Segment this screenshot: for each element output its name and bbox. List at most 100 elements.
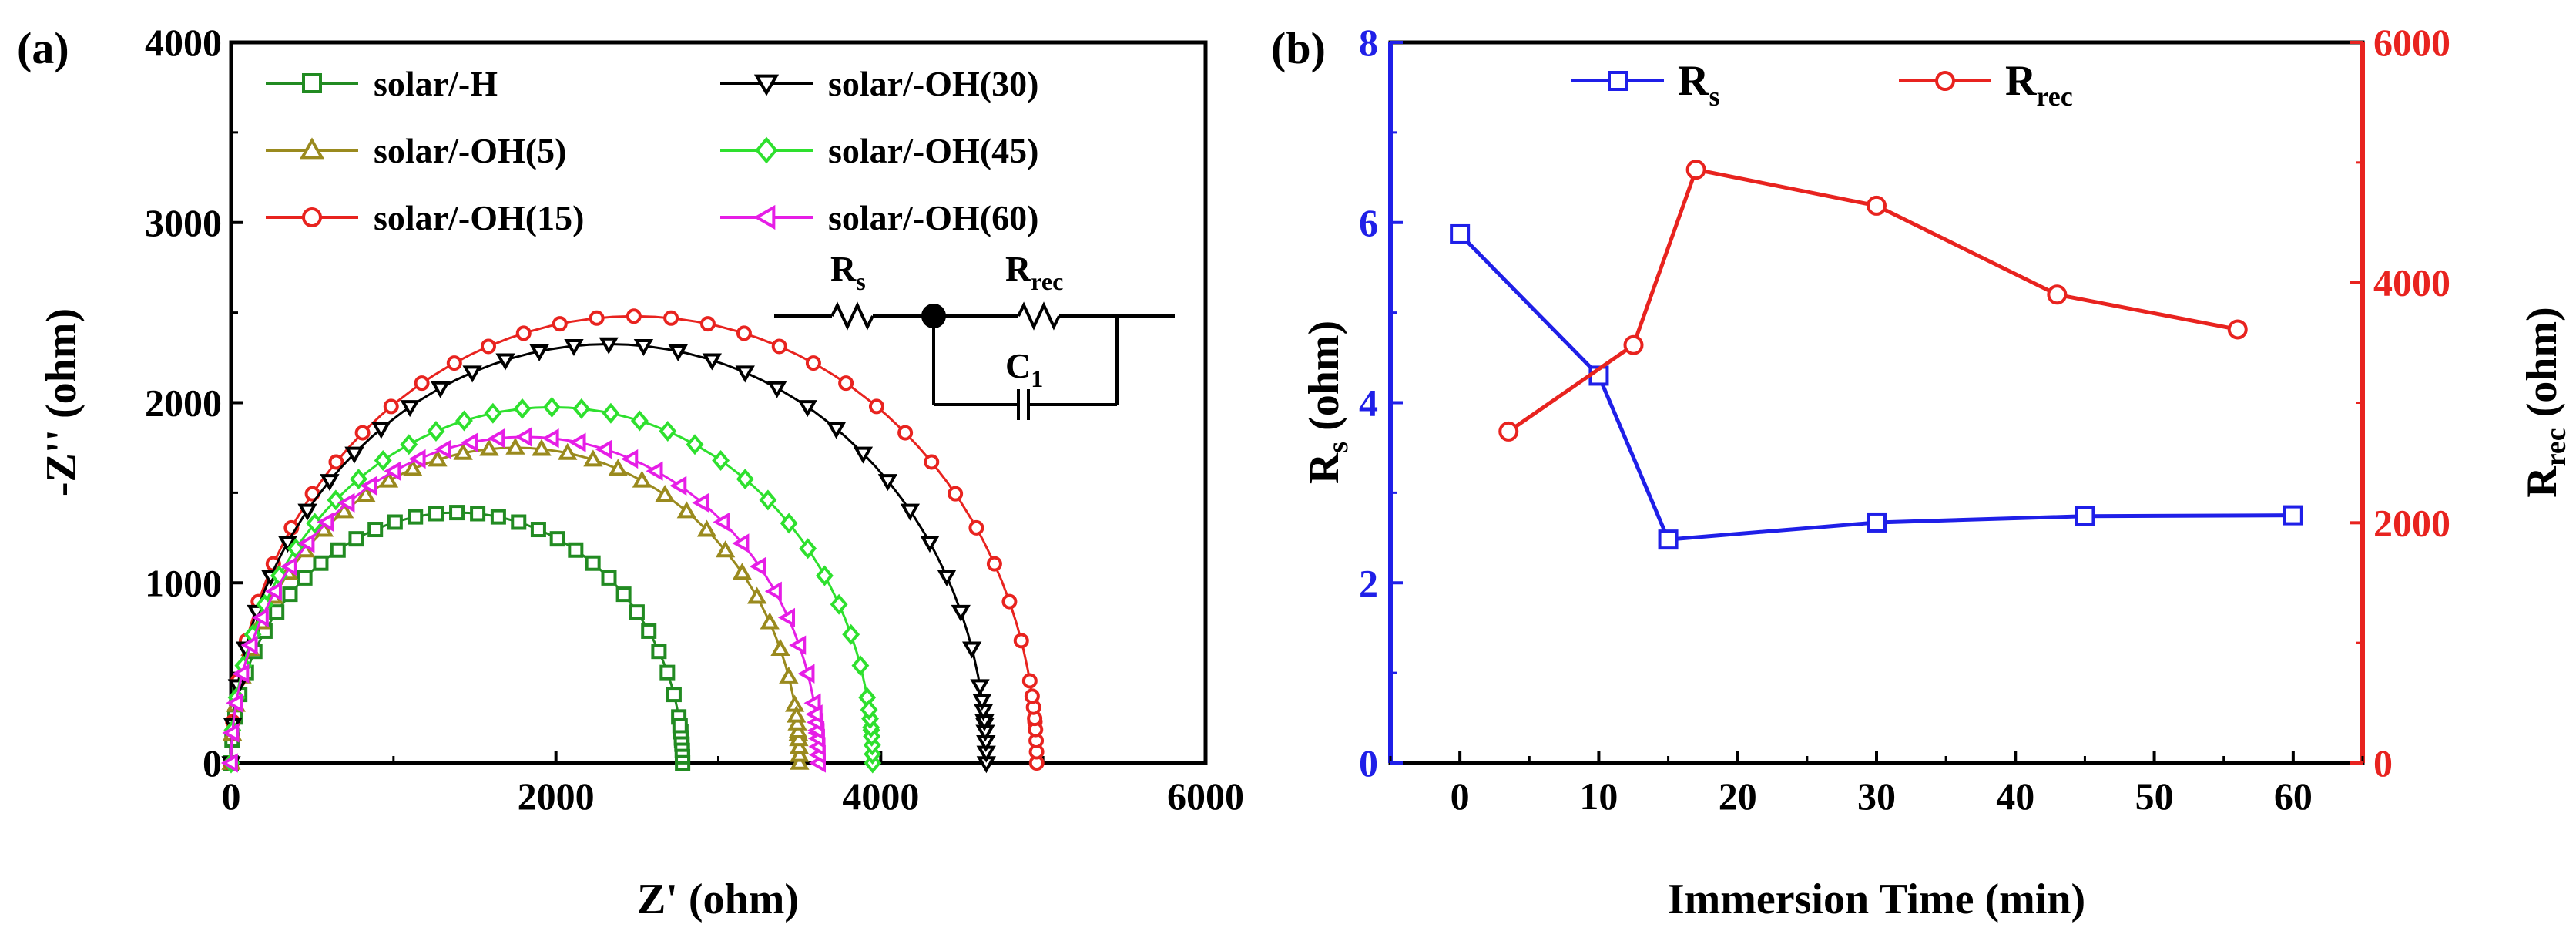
panel-a-label: (a) <box>17 23 69 73</box>
nyquist-marker <box>222 723 240 743</box>
nyquist-marker <box>784 694 805 712</box>
nyquist-marker <box>400 400 420 418</box>
nyquist-marker <box>480 338 496 355</box>
panel-a-x-tick-label: 0 <box>222 775 241 818</box>
nyquist-marker <box>626 308 642 324</box>
nyquist-marker <box>408 449 426 469</box>
nyquist-marker <box>646 461 663 481</box>
panel-a-y-tick-label: 3000 <box>145 201 222 244</box>
panel-b-x-axis-label: Immersion Time (min) <box>1668 875 2085 923</box>
nyquist-marker <box>505 437 525 455</box>
nyquist-marker <box>715 540 736 558</box>
nyquist-marker <box>692 492 709 513</box>
nyquist-marker <box>702 353 722 371</box>
nyquist-series <box>223 505 691 771</box>
nyquist-marker <box>797 400 817 418</box>
nyquist-marker <box>803 693 821 713</box>
nyquist-marker <box>330 542 346 558</box>
nyquist-marker <box>920 536 940 553</box>
nyquist-marker <box>621 449 639 469</box>
nyquist-marker <box>515 325 532 341</box>
legend-item: solar/-OH(15) <box>266 198 584 237</box>
inset-rrec-label: Rrec <box>1005 249 1063 295</box>
nyquist-marker <box>777 607 796 628</box>
nyquist-marker <box>297 570 313 586</box>
nyquist-marker <box>360 476 377 496</box>
nyquist-marker <box>655 484 675 502</box>
nyquist-marker <box>780 513 798 534</box>
legend-label: solar/-OH(60) <box>828 198 1038 237</box>
nyquist-marker <box>367 522 384 538</box>
resistor-rs-symbol <box>830 301 874 331</box>
nyquist-marker <box>532 439 552 456</box>
nyquist-marker <box>951 604 971 622</box>
equivalent-circuit-inset <box>774 301 1175 420</box>
legend-label: Rs <box>1678 57 1719 112</box>
legend-label: Rrec <box>2005 57 2073 112</box>
data-point <box>2075 506 2095 526</box>
nyquist-marker <box>552 316 568 332</box>
nyquist-marker <box>542 396 561 418</box>
legend-item: solar/-OH(5) <box>266 131 566 170</box>
data-point <box>2227 319 2248 340</box>
nyquist-marker <box>327 489 345 511</box>
panel-a-x-tick-label: 4000 <box>842 775 919 818</box>
nyquist-marker <box>446 355 462 371</box>
panel-b-x-tick-label: 40 <box>1996 775 2034 818</box>
nyquist-marker <box>1001 593 1018 610</box>
nyquist-marker <box>736 325 752 341</box>
nyquist-marker <box>767 381 787 398</box>
nyquist-marker <box>732 563 753 580</box>
nyquist-marker <box>513 398 532 419</box>
data-point <box>1450 223 1471 244</box>
data-point <box>1498 421 1519 442</box>
nyquist-marker <box>344 446 364 464</box>
nyquist-marker <box>666 687 682 703</box>
nyquist-marker <box>269 604 285 620</box>
nyquist-marker <box>414 375 430 392</box>
panel-a-x-tick-label: 2000 <box>518 775 595 818</box>
legend-marker <box>753 204 776 230</box>
nyquist-marker <box>431 381 451 398</box>
nyquist-marker <box>348 531 364 547</box>
panel-b-left-y-tick-label: 6 <box>1359 201 1378 244</box>
nyquist-marker <box>251 607 269 628</box>
nyquist-marker <box>615 586 632 603</box>
nyquist-marker <box>659 421 677 442</box>
nyquist-marker <box>779 666 799 684</box>
nyquist-marker <box>589 310 605 326</box>
nyquist-marker <box>759 489 777 511</box>
nyquist-marker <box>317 512 334 532</box>
nyquist-marker <box>699 316 716 332</box>
nyquist-marker <box>659 664 676 681</box>
legend-item: solar/-H <box>266 64 498 103</box>
data-point <box>1685 160 1706 180</box>
nyquist-marker <box>735 365 755 383</box>
legend-label: solar/-OH(30) <box>828 64 1038 103</box>
panel-a-y-tick-label: 0 <box>203 741 222 785</box>
legend-item: Rs <box>1571 57 1719 112</box>
nyquist-marker <box>602 402 620 424</box>
nyquist-marker <box>384 461 401 481</box>
nyquist-marker <box>428 449 448 467</box>
nyquist-marker <box>713 512 730 532</box>
nyquist-marker <box>789 729 809 747</box>
legend-marker <box>755 136 778 164</box>
panel-b-left-y-axis-label: Rs (ohm) <box>1300 321 1354 484</box>
data-point <box>1867 195 1887 216</box>
data-point <box>1623 334 1644 355</box>
nyquist-marker <box>986 556 1002 572</box>
nyquist-marker <box>408 509 424 525</box>
panel-b-legend: Rs Rrec <box>1571 57 2073 112</box>
panel-b-x-tick-label: 30 <box>1857 775 1896 818</box>
nyquist-marker <box>313 555 329 571</box>
nyquist-marker <box>732 533 750 553</box>
nyquist-marker <box>790 752 810 770</box>
nyquist-marker <box>511 514 527 530</box>
nyquist-marker <box>484 402 502 424</box>
panel-b: (b) 0 10 20 30 40 50 60 0 2 4 6 8 0 2000 4000 6000 Im… <box>1271 21 2572 923</box>
nyquist-marker <box>280 556 297 576</box>
nyquist-marker <box>1024 688 1040 704</box>
nyquist-marker <box>297 533 315 553</box>
